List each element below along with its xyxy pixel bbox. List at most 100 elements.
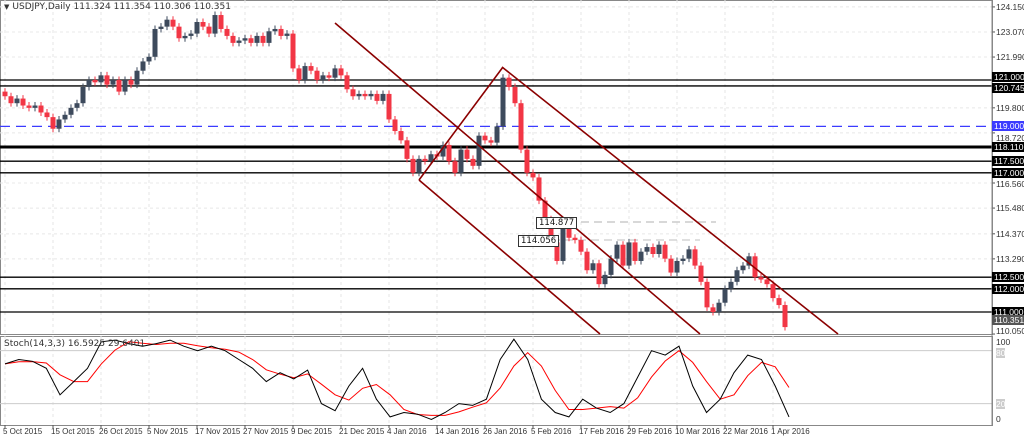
candle-bullish — [302, 66, 308, 80]
candle-bullish — [428, 154, 434, 162]
time-axis-label: 27 Nov 2015 — [243, 427, 289, 436]
candle-bullish — [686, 249, 692, 259]
candle-bullish — [560, 221, 566, 261]
candle-bearish — [230, 35, 236, 43]
candle-bearish — [464, 149, 470, 159]
time-axis-label: 9 Dec 2015 — [291, 427, 332, 436]
candle-bearish — [668, 258, 674, 273]
candle-bullish — [356, 93, 362, 97]
stochastic-signal-line — [4, 341, 790, 416]
ohlc-values: 111.324 111.354 110.306 110.351 — [73, 2, 231, 12]
candle-bearish — [218, 15, 224, 29]
candle-bearish — [206, 26, 212, 34]
stochastic-axis-label: 0 — [996, 414, 1001, 424]
candle-bearish — [566, 221, 572, 238]
candle-bearish — [776, 298, 782, 306]
price-axis-label: 114.370 — [996, 228, 1024, 239]
candle-bullish — [14, 98, 20, 104]
candle-bearish — [314, 70, 320, 80]
candle-bullish — [158, 26, 164, 29]
price-level-label: 118.110 — [992, 142, 1024, 153]
time-axis-label: 5 Feb 2016 — [531, 427, 572, 436]
candle-bearish — [488, 140, 494, 143]
candle-bearish — [200, 22, 206, 27]
time-axis-label: 15 Oct 2015 — [51, 427, 95, 436]
candle-bullish — [368, 93, 374, 97]
candle-bearish — [92, 80, 98, 83]
candle-bearish — [704, 281, 710, 308]
candle-bearish — [452, 161, 458, 173]
candle-bearish — [758, 277, 764, 280]
candle-bearish — [290, 33, 296, 69]
candle-bullish — [494, 126, 500, 143]
candle-bullish — [32, 105, 38, 108]
candle-bullish — [638, 251, 644, 261]
candle-bearish — [482, 135, 488, 141]
candle-bearish — [752, 256, 758, 278]
candle-bullish — [740, 265, 746, 271]
price-level-label: 119.000 — [992, 121, 1024, 132]
candle-bearish — [2, 91, 8, 97]
candle-bullish — [164, 19, 170, 27]
candle-bearish — [620, 244, 626, 266]
candle-bullish — [746, 256, 752, 266]
time-axis-label: 4 Jan 2016 — [387, 427, 427, 436]
candle-bearish — [374, 93, 380, 101]
candle-bullish — [458, 149, 464, 173]
current-price-label: 110.351 — [992, 315, 1024, 325]
candle-bullish — [380, 93, 386, 101]
channel-trendline — [501, 66, 839, 335]
candle-bearish — [596, 263, 602, 285]
candle-bearish — [446, 144, 452, 162]
candle-bearish — [632, 242, 638, 261]
candle-bearish — [542, 200, 548, 220]
candle-bearish — [422, 158, 428, 162]
candle-bullish — [236, 40, 242, 43]
candle-bearish — [578, 240, 584, 252]
price-callout-high: 114.877 — [536, 217, 578, 229]
candle-bearish — [386, 93, 392, 120]
candle-bearish — [338, 68, 344, 76]
candle-bullish — [500, 77, 506, 127]
candle-bullish — [332, 68, 338, 78]
price-axis-label: 113.290 — [996, 253, 1024, 264]
candle-bearish — [20, 98, 26, 106]
candle-bullish — [188, 33, 194, 36]
stochastic-axis-label: 20 — [996, 398, 1006, 409]
candle-bullish — [644, 247, 650, 252]
candle-bullish — [680, 258, 686, 261]
candle-bearish — [38, 105, 44, 113]
candle-bearish — [782, 305, 788, 328]
candle-bearish — [170, 19, 176, 27]
candle-bearish — [518, 103, 524, 150]
candle-bearish — [524, 149, 530, 173]
time-axis-label: 10 Mar 2016 — [675, 427, 720, 436]
candle-bullish — [602, 274, 608, 285]
stochastic-axis-label: 80 — [996, 348, 1006, 358]
candle-bearish — [350, 89, 356, 97]
channel-trendline — [418, 179, 601, 335]
candle-bearish — [26, 105, 32, 108]
time-axis-label: 5 Oct 2015 — [3, 427, 43, 436]
candle-bearish — [308, 66, 314, 71]
candle-bullish — [68, 107, 74, 115]
price-axis-label: 119.800 — [996, 102, 1024, 113]
candle-bearish — [104, 75, 110, 85]
dropdown-triangle-icon[interactable]: ▼ — [4, 3, 10, 11]
candle-bearish — [116, 80, 122, 92]
candle-bearish — [278, 28, 284, 36]
candle-bearish — [128, 80, 134, 85]
candle-bearish — [572, 237, 578, 241]
time-axis-label: 26 Jan 2016 — [483, 427, 528, 436]
candle-bullish — [74, 103, 80, 108]
candle-bearish — [224, 28, 230, 36]
candle-bullish — [590, 263, 596, 271]
stochastic-label: Stoch(14,3,3) 16.5925 29.6401 — [4, 339, 146, 349]
symbol-label: USDJPY,Daily — [12, 2, 71, 12]
candle-bullish — [716, 302, 722, 312]
candle-bearish — [554, 242, 560, 261]
candle-bearish — [50, 117, 56, 129]
candle-bullish — [476, 135, 482, 166]
candle-bullish — [266, 31, 272, 43]
